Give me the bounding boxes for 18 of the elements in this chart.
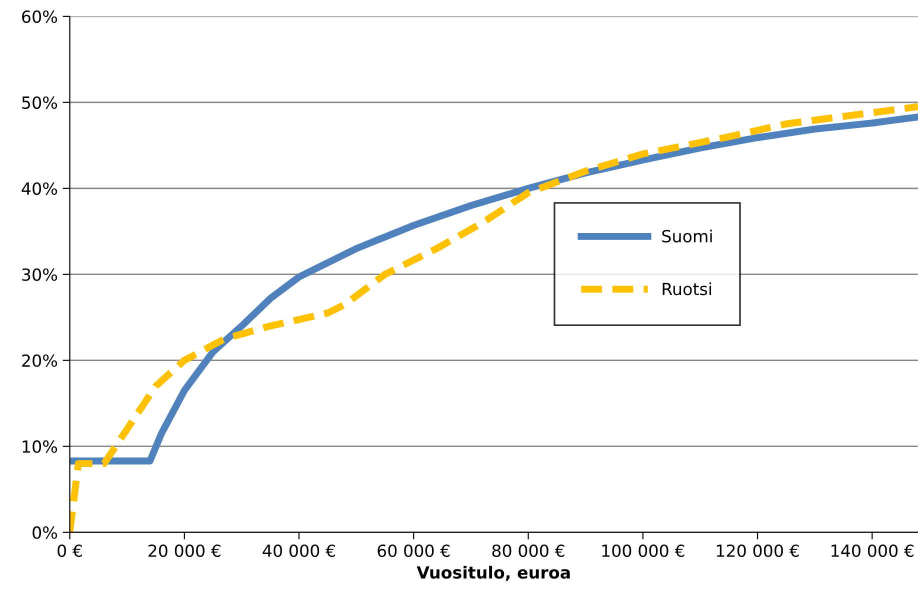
y-tick-label: 0%	[32, 526, 58, 539]
y-tick-label: 20%	[22, 354, 58, 367]
legend-label: Ruotsi	[662, 282, 712, 296]
y-tick-label: 40%	[22, 182, 58, 195]
y-tick-label: 60%	[22, 10, 58, 23]
legend-label: Suomi	[662, 230, 712, 242]
x-tick-label: 100 000 €	[602, 544, 684, 558]
y-tick-label: 30%	[22, 268, 58, 281]
x-tick-label: 120 000 €	[716, 544, 799, 558]
y-tick-label: 50%	[22, 96, 58, 109]
x-tick-label: 0 €	[58, 544, 82, 558]
x-tick-label: 80 000 €	[492, 544, 564, 558]
x-tick-label: 20 000 €	[148, 544, 220, 558]
x-tick-label: 40 000 €	[262, 544, 336, 558]
x-tick-label: 60 000 €	[378, 544, 450, 558]
x-tick-label: 140 000 €	[832, 544, 914, 558]
x-axis-title: Vuositulo, euroa	[416, 566, 570, 581]
y-tick-label: 10%	[22, 440, 58, 453]
